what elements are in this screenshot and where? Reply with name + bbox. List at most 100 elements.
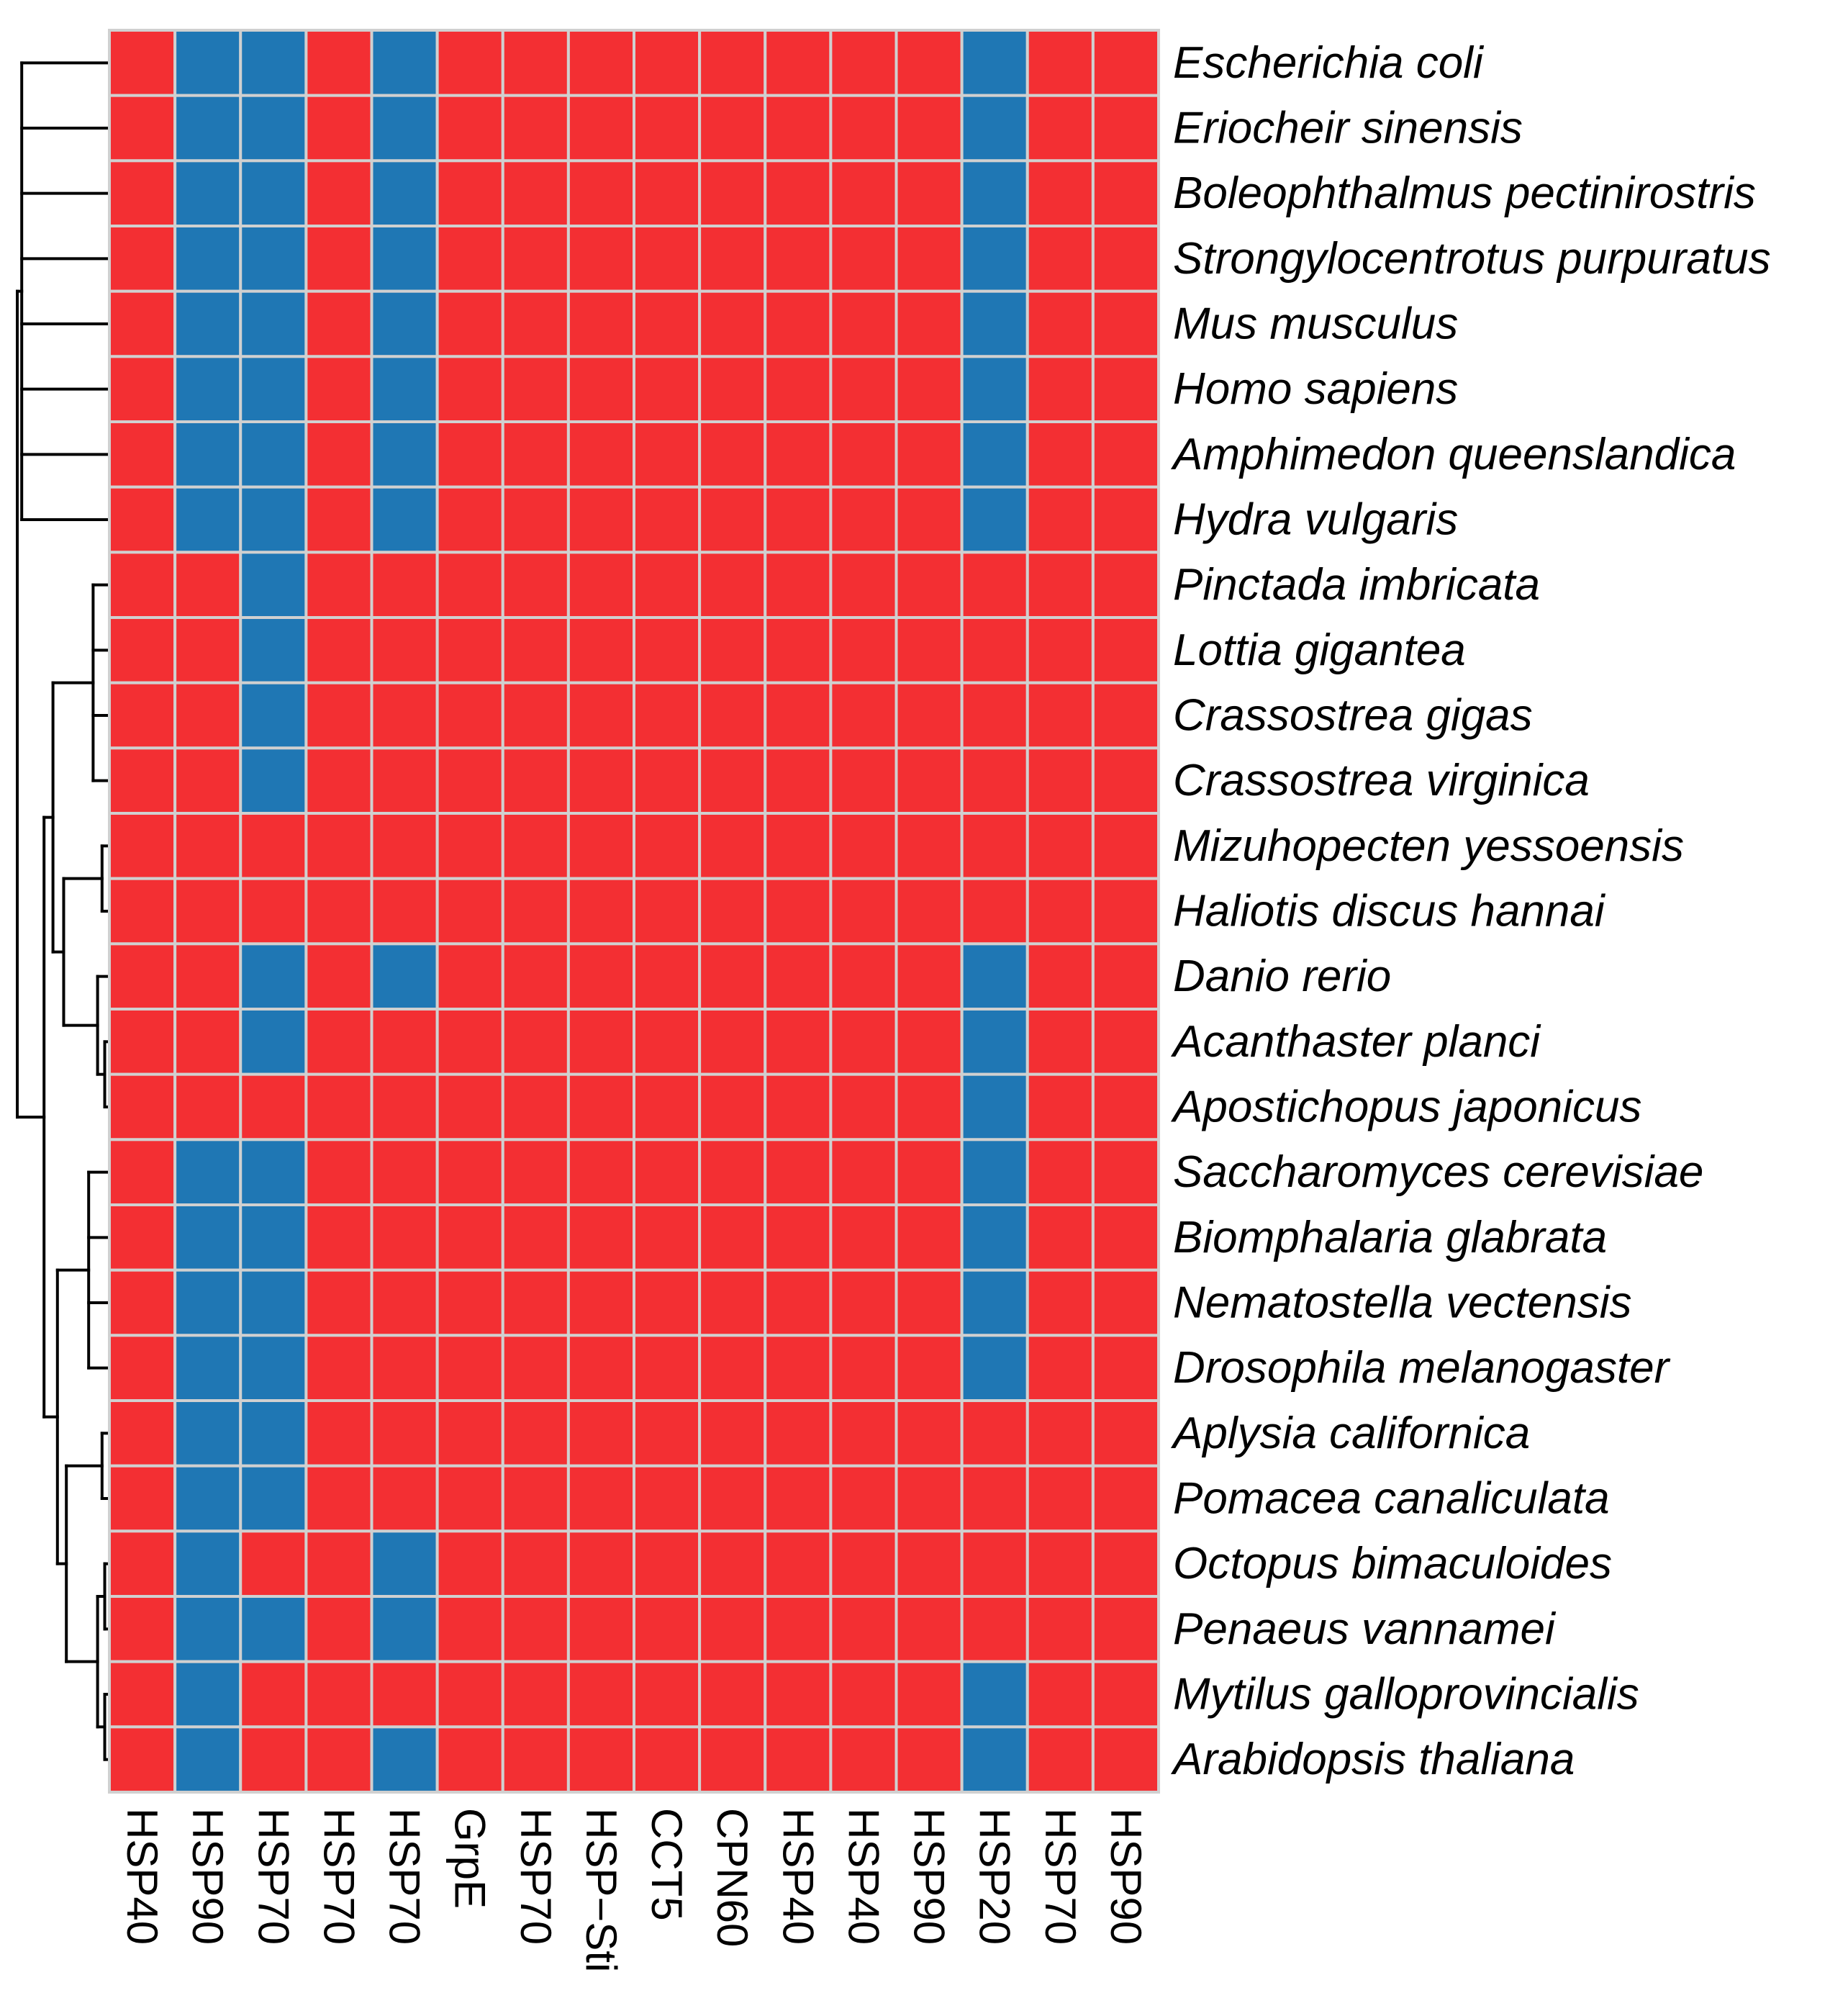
heatmap-cell <box>1091 1529 1161 1599</box>
heatmap-cell <box>1091 420 1161 489</box>
heatmap-cell <box>304 1008 373 1076</box>
heatmap-cell <box>633 877 702 946</box>
heatmap-cell <box>894 225 964 293</box>
heatmap-cell <box>1025 877 1095 946</box>
column-label-hsp20: HSP20 <box>971 1808 1019 1945</box>
heatmap-cell <box>239 159 308 227</box>
heatmap-cell <box>501 1072 570 1142</box>
heatmap-cell <box>1091 1399 1161 1468</box>
heatmap-cell <box>764 746 833 815</box>
heatmap-cell <box>435 681 504 750</box>
heatmap-cell <box>239 1464 308 1533</box>
heatmap-cell <box>370 1334 439 1402</box>
heatmap-cell <box>566 355 636 423</box>
heatmap-cell <box>633 1138 702 1206</box>
heatmap-cell <box>698 1268 767 1337</box>
heatmap-cell <box>370 1725 439 1794</box>
row-dendrogram <box>16 61 108 1761</box>
row-label-danio-rerio: Danio rerio <box>1173 951 1391 1001</box>
heatmap-cell <box>1025 746 1095 815</box>
heatmap-cell <box>173 1008 243 1076</box>
heatmap-cell <box>304 746 373 815</box>
heatmap-cell <box>239 94 308 163</box>
heatmap-cell <box>894 681 964 750</box>
column-label-cpn60: CPN60 <box>708 1808 756 1947</box>
heatmap-cell <box>633 485 702 554</box>
heatmap-cell <box>829 877 898 946</box>
heatmap-cell <box>633 420 702 489</box>
heatmap-cell <box>633 942 702 1011</box>
heatmap-cell <box>173 746 243 815</box>
heatmap-cell <box>1025 159 1095 227</box>
heatmap-cell <box>566 746 636 815</box>
heatmap-cell <box>501 1464 570 1533</box>
row-label-saccharomyces-cerevisiae: Saccharomyces cerevisiae <box>1173 1147 1703 1197</box>
heatmap-cell <box>633 1529 702 1599</box>
heatmap-cell <box>829 355 898 423</box>
heatmap-cell <box>894 1529 964 1599</box>
heatmap-cell <box>501 877 570 946</box>
row-label-escherichia-coli: Escherichia coli <box>1173 38 1485 88</box>
heatmap-cell <box>435 355 504 423</box>
heatmap-cell <box>304 159 373 227</box>
heatmap-cell <box>1025 355 1095 423</box>
heatmap-cell <box>1025 1529 1095 1599</box>
heatmap-cell <box>304 1399 373 1468</box>
column-label-grpe: GrpE <box>446 1808 494 1909</box>
heatmap-cell <box>894 29 964 97</box>
heatmap-cell <box>501 1595 570 1663</box>
row-label-biomphalaria-glabrata: Biomphalaria glabrata <box>1173 1213 1607 1262</box>
heatmap-cell <box>829 225 898 293</box>
heatmap-cell <box>764 1529 833 1599</box>
heatmap-cell <box>173 681 243 750</box>
heatmap-cell <box>239 1203 308 1272</box>
heatmap-cell <box>829 1008 898 1076</box>
heatmap-cell <box>1025 616 1095 684</box>
row-label-amphimedon-queenslandica: Amphimedon queenslandica <box>1170 430 1736 479</box>
heatmap-cell <box>829 29 898 97</box>
heatmap-cell <box>108 225 177 293</box>
column-label-hsp40: HSP40 <box>118 1808 166 1945</box>
heatmap-cell <box>304 94 373 163</box>
heatmap-cell <box>501 420 570 489</box>
heatmap-cell <box>1091 681 1161 750</box>
heatmap-cell <box>894 1464 964 1533</box>
heatmap-cell <box>304 420 373 489</box>
row-label-drosophila-melanogaster: Drosophila melanogaster <box>1173 1343 1671 1393</box>
row-label-aplysia-californica: Aplysia californica <box>1170 1409 1530 1458</box>
heatmap-cell <box>764 94 833 163</box>
heatmap-cell <box>108 485 177 554</box>
heatmap-cell <box>173 616 243 684</box>
heatmap-cell <box>1091 1008 1161 1076</box>
heatmap-cell <box>370 1595 439 1663</box>
heatmap-cell <box>239 616 308 684</box>
column-label-hsp90: HSP90 <box>184 1808 232 1945</box>
heatmap-cell <box>370 420 439 489</box>
column-label-hsp90: HSP90 <box>905 1808 954 1945</box>
heatmap-cell <box>1091 551 1161 620</box>
heatmap-cell <box>173 1595 243 1663</box>
heatmap-cell <box>894 1268 964 1337</box>
row-label-lottia-gigantea: Lottia gigantea <box>1173 625 1466 675</box>
heatmap-cell <box>829 1725 898 1794</box>
row-label-haliotis-discus-hannai: Haliotis discus hannai <box>1173 887 1606 936</box>
heatmap-cell <box>370 942 439 1011</box>
heatmap-cell <box>764 616 833 684</box>
heatmap-cell <box>633 1399 702 1468</box>
heatmap-cell <box>894 420 964 489</box>
heatmap-cell <box>960 29 1029 97</box>
heatmap-cell <box>566 812 636 880</box>
heatmap-cell <box>1091 1595 1161 1663</box>
heatmap-cell <box>633 1464 702 1533</box>
heatmap-cell <box>960 1595 1029 1663</box>
heatmap-cell <box>1091 1203 1161 1272</box>
heatmap-cell <box>894 1334 964 1402</box>
heatmap-cell <box>829 159 898 227</box>
heatmap-cell <box>764 1464 833 1533</box>
heatmap-cell <box>435 1660 504 1729</box>
heatmap-cell <box>173 159 243 227</box>
heatmap-cell <box>435 1203 504 1272</box>
heatmap-cell <box>633 1725 702 1794</box>
heatmap-cell <box>108 1464 177 1533</box>
heatmap-cell <box>1091 1072 1161 1142</box>
